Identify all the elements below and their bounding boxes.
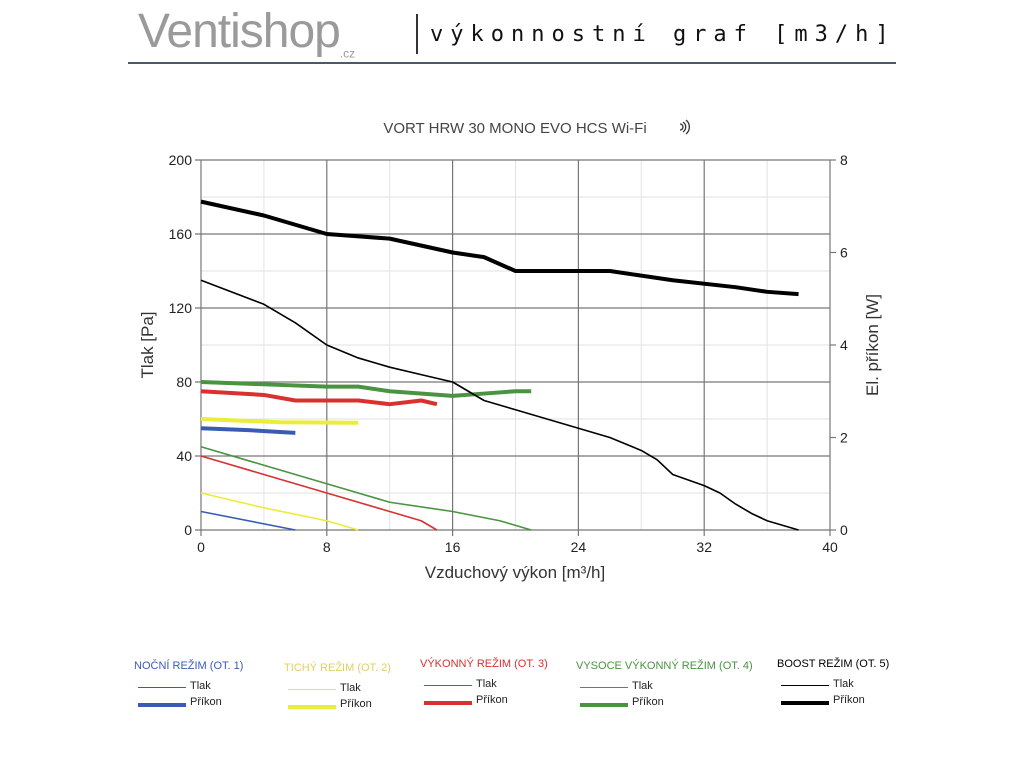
legend-item-tlak: Tlak	[576, 680, 753, 696]
legend-group-title: NOČNÍ REŽIM (OT. 1)	[134, 660, 244, 672]
legend-swatch	[580, 703, 628, 707]
y-tick-label: 40	[176, 448, 192, 464]
legend-item-tlak: Tlak	[777, 678, 889, 694]
prikon-line-3	[200, 389, 438, 407]
header: Ventishop.cz výkonnostní graf [m3/h]	[128, 0, 896, 64]
ventishop-logo[interactable]: Ventishop.cz	[138, 4, 355, 61]
prikon-line-1	[200, 426, 296, 435]
x-axis-label: Vzduchový výkon [m³/h]	[425, 563, 605, 582]
legend-group-title: VYSOCE VÝKONNÝ REŽIM (OT. 4)	[576, 660, 753, 672]
wifi-icon	[679, 119, 690, 135]
legend-swatch	[580, 687, 628, 688]
x-tick-label: 24	[571, 539, 587, 555]
legend-swatch	[288, 689, 336, 690]
logo-suffix: .cz	[339, 46, 356, 61]
legend-label: Příkon	[833, 694, 865, 706]
y2-tick-label: 0	[840, 522, 848, 538]
legend-label: Příkon	[476, 694, 508, 706]
legend-swatch	[288, 705, 336, 709]
y2-tick-label: 4	[840, 337, 848, 353]
legend-swatch	[781, 685, 829, 686]
legend-item-prikon: Příkon	[777, 694, 889, 710]
legend-swatch	[781, 701, 829, 705]
legend-group-title: TICHÝ REŽIM (OT. 2)	[284, 662, 391, 674]
y-tick-label: 200	[169, 152, 193, 168]
header-subtitle: výkonnostní graf [m3/h]	[430, 22, 896, 47]
x-tick-label: 32	[696, 539, 712, 555]
legend-swatch	[138, 687, 186, 688]
x-tick-label: 40	[822, 539, 838, 555]
y-tick-label: 160	[169, 226, 193, 242]
tlak-line-2	[200, 492, 359, 531]
legend-group-title: VÝKONNÝ REŽIM (OT. 3)	[420, 658, 548, 670]
y2-tick-label: 8	[840, 152, 848, 168]
chart-title: VORT HRW 30 MONO EVO HCS Wi-Fi	[383, 120, 646, 137]
header-divider	[416, 14, 418, 54]
legend-group-title: BOOST REŽIM (OT. 5)	[777, 658, 890, 670]
y-tick-label: 80	[176, 374, 192, 390]
legend-swatch	[138, 703, 186, 707]
legend-group-3: VÝKONNÝ REŽIM (OT. 3) Tlak Příkon	[420, 658, 548, 710]
y2-tick-label: 2	[840, 430, 848, 446]
legend-swatch	[424, 685, 472, 686]
legend-label: Příkon	[632, 696, 664, 708]
legend-label: Příkon	[190, 696, 222, 708]
legend-item-tlak: Tlak	[134, 680, 243, 696]
legend-item-tlak: Tlak	[420, 678, 548, 694]
legend-item-tlak: Tlak	[284, 682, 391, 698]
legend-label: Tlak	[190, 680, 211, 692]
y2-axis-label: El. příkon [W]	[863, 294, 882, 396]
prikon-line-2	[200, 417, 359, 425]
prikon-line-5	[200, 199, 799, 297]
legend-item-prikon: Příkon	[284, 698, 391, 714]
x-tick-label: 8	[323, 539, 331, 555]
legend-item-prikon: Příkon	[134, 696, 243, 712]
legend-group-1: NOČNÍ REŽIM (OT. 1) Tlak Příkon	[134, 660, 243, 712]
legend-label: Tlak	[833, 678, 854, 690]
legend-group-4: VYSOCE VÝKONNÝ REŽIM (OT. 4) Tlak Příkon	[576, 660, 753, 712]
x-tick-label: 0	[197, 539, 205, 555]
legend-label: Tlak	[476, 678, 497, 690]
tlak-line-1	[200, 510, 296, 531]
legend-label: Tlak	[632, 680, 653, 692]
legend-group-5: BOOST REŽIM (OT. 5) Tlak Příkon	[777, 658, 889, 710]
tlak-line-4	[200, 445, 532, 531]
y-tick-label: 120	[169, 300, 193, 316]
legend: NOČNÍ REŽIM (OT. 1) Tlak Příkon TICHÝ REŽ…	[130, 658, 910, 730]
x-tick-label: 16	[445, 539, 461, 555]
y-tick-label: 0	[184, 522, 192, 538]
y2-tick-label: 6	[840, 245, 848, 261]
legend-label: Tlak	[340, 682, 361, 694]
prikon-line-4	[200, 380, 532, 398]
y-axis-label: Tlak [Pa]	[138, 311, 157, 378]
legend-label: Příkon	[340, 698, 372, 710]
legend-item-prikon: Příkon	[576, 696, 753, 712]
logo-text: Ventishop	[138, 5, 341, 58]
tlak-line-3	[200, 455, 438, 531]
legend-group-2: TICHÝ REŽIM (OT. 2) Tlak Příkon	[284, 662, 391, 714]
tlak-line-5	[200, 279, 799, 531]
legend-item-prikon: Příkon	[420, 694, 548, 710]
legend-swatch	[424, 701, 472, 705]
